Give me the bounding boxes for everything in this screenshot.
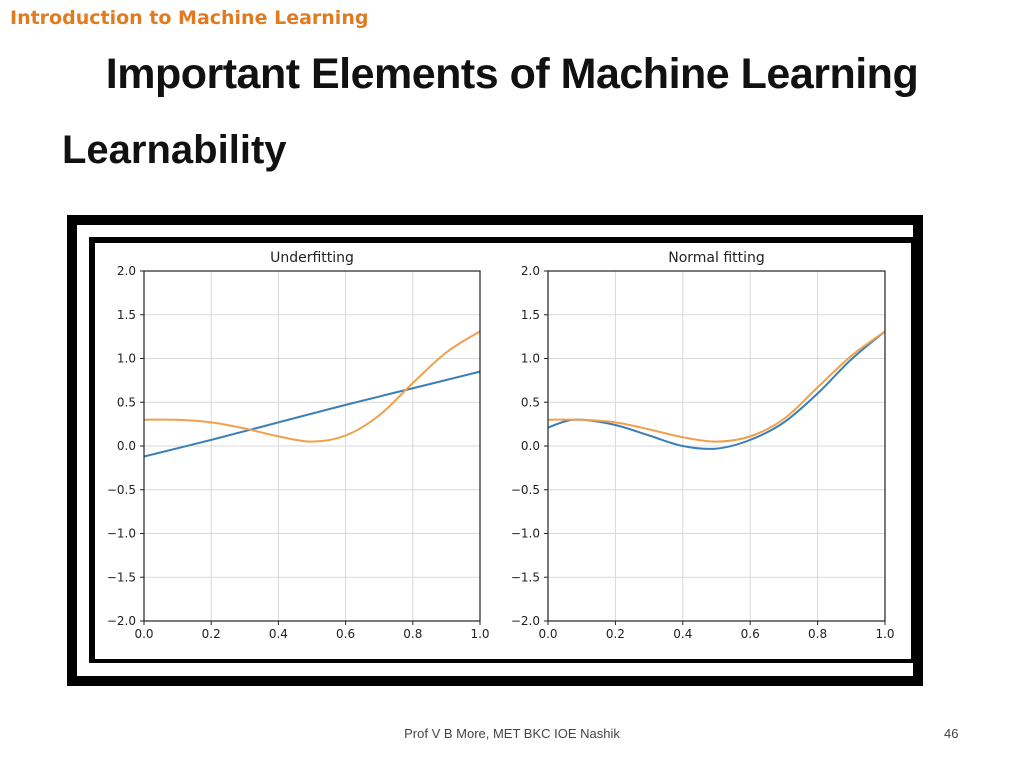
chart-2-ytick-label: 0.0 [521,439,540,453]
chart-2-xtick-label: 0.6 [741,627,760,641]
chart-1-xtick-label: 0.2 [202,627,221,641]
chart-2-xtick-label: 0.0 [538,627,557,641]
chart-1-ytick-label: 1.5 [117,308,136,322]
chart-2-xtick-label: 0.2 [606,627,625,641]
charts-svg: 0.0 0.2 0.4 0.6 0.8 1.0 2.0 1.5 1.0 0.5 0.0 −0.5 −1.… [107,250,895,641]
figure-frame: 0.0 0.2 0.4 0.6 0.8 1.0 2.0 1.5 1.0 0.5 0.0 −0.5 −1.… [67,215,923,686]
chart-1-xtick-label: 0.4 [269,627,288,641]
chart-2-ytick-label: 2.0 [521,264,540,278]
chart-1-ytick-label: 0.5 [117,395,136,409]
chart-2-title: Normal fitting [668,250,765,266]
chart-1-ytick-label: −1.5 [107,570,136,584]
slide-subtitle: Learnability [62,128,287,172]
chart-1-ytick-label: −1.0 [107,527,136,541]
chart-1-xtick-label: 0.8 [403,627,422,641]
chart-1-series-2-line [143,330,481,443]
course-title: Introduction to Machine Learning [10,7,369,29]
chart-2-xtick-label: 0.4 [673,627,692,641]
chart-1-xtick-label: 0.0 [134,627,153,641]
chart-2-series-1-line [547,330,886,450]
chart-1-ytick-label: −0.5 [107,483,136,497]
chart-2-ytick-label: −1.0 [511,527,540,541]
chart-2-ytick-label: 0.5 [521,395,540,409]
chart-1-ytick-label: 2.0 [117,264,136,278]
chart-2-xtick-label: 0.8 [808,627,827,641]
chart-2-xtick-label: 1.0 [875,627,894,641]
plot-area: 0.0 0.2 0.4 0.6 0.8 1.0 2.0 1.5 1.0 0.5 0.0 −0.5 −1.… [95,243,911,659]
chart-1-title: Underfitting [270,250,354,266]
page-number: 46 [944,726,959,741]
chart-2-ytick-label: 1.0 [521,352,540,366]
chart-2-ytick-label: 1.5 [521,308,540,322]
chart-2-series-2-line [547,330,886,443]
chart-2-ytick-label: −2.0 [511,614,540,628]
chart-1-xtick-label: 0.6 [336,627,355,641]
chart-1-series-1-line [143,370,481,458]
chart-2-ytick-label: −0.5 [511,483,540,497]
slide-title: Important Elements of Machine Learning [105,50,919,98]
chart-2-ytick-label: −1.5 [511,570,540,584]
chart-1-ytick-label: 0.0 [117,439,136,453]
chart-1-ytick-label: −2.0 [107,614,136,628]
footer-text: Prof V B More, MET BKC IOE Nashik [404,726,620,741]
chart-1-xtick-label: 1.0 [470,627,489,641]
chart-1-ytick-label: 1.0 [117,352,136,366]
